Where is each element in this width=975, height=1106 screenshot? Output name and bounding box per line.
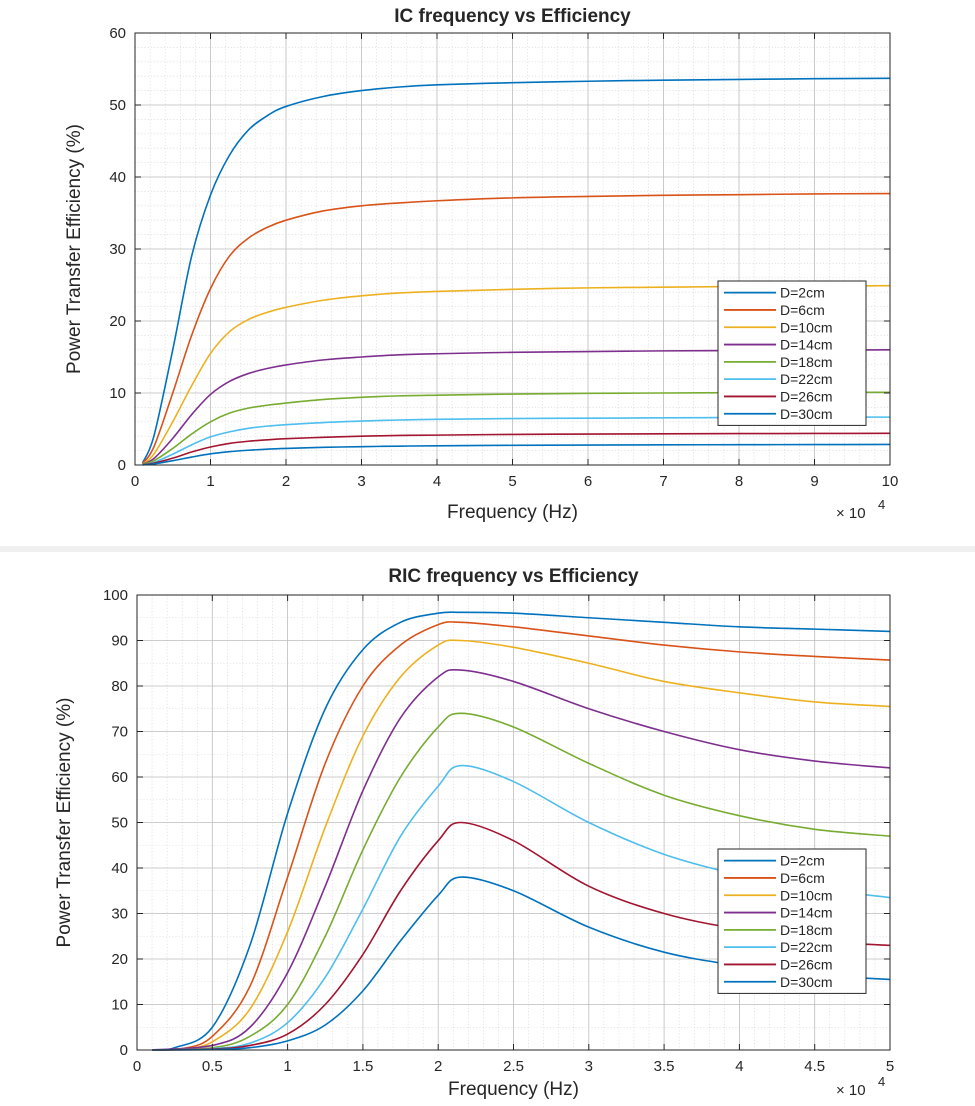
- x-tick-label: 2.5: [503, 1058, 524, 1075]
- x-tick-label: 2: [434, 1058, 442, 1075]
- legend-box: [717, 848, 867, 994]
- y-tick-label: 20: [111, 951, 128, 968]
- legend-label: D=30cm: [780, 406, 833, 422]
- x-tick-label: 5: [886, 1058, 894, 1075]
- x-tick-label: 7: [659, 473, 667, 490]
- legend-label: D=22cm: [780, 939, 833, 955]
- y-tick-label: 100: [103, 587, 128, 604]
- x-tick-label: 9: [810, 473, 818, 490]
- x-tick-label: 3: [357, 473, 365, 490]
- legend-label: D=18cm: [780, 354, 833, 370]
- x-axis-label: Frequency (Hz): [448, 1079, 579, 1100]
- y-tick-label: 50: [111, 815, 128, 832]
- y-tick-label: 50: [109, 97, 126, 114]
- y-axis-label: Power Transfer Efficiency (%): [64, 124, 85, 374]
- x-tick-label: 1.5: [352, 1058, 373, 1075]
- x-tick-label: 5: [508, 473, 516, 490]
- x-tick-label: 4.5: [804, 1058, 825, 1075]
- legend-label: D=30cm: [780, 974, 833, 990]
- x-tick-label: 2: [282, 473, 290, 490]
- series-line-d-6cm: [152, 621, 891, 1051]
- ic-chart-panel: 0 1 2 3 4 5 6 7 8 9 10 0 10 20 30 40 50 60 IC frequency vs…: [0, 0, 975, 545]
- legend-label: D=2cm: [780, 285, 825, 301]
- x-tick-label: 0.5: [202, 1058, 223, 1075]
- y-tick-label: 30: [109, 241, 126, 258]
- chart-title: IC frequency vs Efficiency: [394, 6, 631, 27]
- ic-efficiency-chart: 0 1 2 3 4 5 6 7 8 9 10 0 10 20 30 40 50 60 IC frequency vs…: [64, 6, 899, 523]
- x-tick-label: 6: [584, 473, 592, 490]
- series-line-d-18cm: [152, 712, 891, 1051]
- legend-label: D=6cm: [780, 870, 825, 886]
- legend-label: D=6cm: [780, 302, 825, 318]
- y-tick-label: 40: [109, 169, 126, 186]
- series-line-d-10cm: [152, 639, 891, 1051]
- chart-title: RIC frequency vs Efficiency: [388, 566, 639, 587]
- y-tick-label: 90: [111, 633, 128, 650]
- legend-label: D=2cm: [780, 853, 825, 869]
- series-lines: [141, 77, 891, 466]
- series-line-d-14cm: [142, 349, 891, 466]
- x-tick-label: 3: [585, 1058, 593, 1075]
- legend-label: D=18cm: [780, 922, 833, 938]
- series-line-d-30cm: [142, 443, 891, 466]
- x-tick-label: 0: [133, 1058, 141, 1075]
- x-axis-multiplier: × 10: [836, 1082, 866, 1099]
- series-line-d-6cm: [141, 192, 891, 465]
- axes-box: [134, 32, 891, 466]
- y-tick-label: 0: [118, 457, 126, 474]
- legend-label: D=10cm: [780, 887, 833, 903]
- legend-label: D=26cm: [780, 956, 833, 972]
- legend-label: D=14cm: [780, 905, 833, 921]
- x-axis-multiplier-exponent: 4: [878, 1074, 885, 1089]
- ric-chart-panel: 0 0.5 1 1.5 2 2.5 3 3.5 4 4.5 5 0 10 20 30 40 50 60 70 80 90…: [0, 553, 975, 1106]
- x-tick-label: 4: [735, 1058, 743, 1075]
- series-line-d-2cm: [151, 611, 891, 1051]
- legend-box: [717, 280, 867, 426]
- series-line-d-10cm: [142, 284, 891, 465]
- minor-grid: [135, 33, 890, 465]
- y-tick-label: 30: [111, 906, 128, 923]
- x-tick-label: 10: [882, 473, 899, 490]
- x-tick-label: 1: [206, 473, 214, 490]
- series-line-d-2cm: [141, 77, 891, 464]
- series-line-d-18cm: [142, 391, 891, 466]
- x-axis-multiplier-exponent: 4: [878, 497, 885, 512]
- axes-box: [136, 594, 891, 1051]
- x-tick-label: 3.5: [654, 1058, 675, 1075]
- legend-label: D=26cm: [780, 388, 833, 404]
- y-tick-label: 20: [109, 313, 126, 330]
- series-line-d-22cm: [142, 416, 891, 466]
- x-tick-label: 8: [735, 473, 743, 490]
- y-axis-label: Power Transfer Efficiency (%): [54, 698, 75, 948]
- y-tick-label: 10: [111, 997, 128, 1014]
- y-tick-label: 0: [120, 1042, 128, 1059]
- y-tick-label: 80: [111, 678, 128, 695]
- x-tick-label: 0: [131, 473, 139, 490]
- y-tick-label: 10: [109, 385, 126, 402]
- series-line-d-14cm: [151, 668, 891, 1051]
- y-tick-label: 60: [111, 769, 128, 786]
- legend-label: D=10cm: [780, 319, 833, 335]
- legend-label: D=14cm: [780, 337, 833, 353]
- panel-divider: [0, 546, 975, 552]
- x-axis-multiplier: × 10: [836, 505, 866, 522]
- ric-efficiency-chart: 0 0.5 1 1.5 2 2.5 3 3.5 4 4.5 50102030405060708090…: [54, 566, 894, 1100]
- y-tick-label: 70: [111, 724, 128, 741]
- y-tick-label: 40: [111, 860, 128, 877]
- legend-label: D=22cm: [780, 371, 833, 387]
- y-tick-label: 60: [109, 25, 126, 42]
- x-tick-label: 1: [283, 1058, 291, 1075]
- series-line-d-26cm: [142, 432, 891, 466]
- x-tick-label: 4: [433, 473, 441, 490]
- x-axis-label: Frequency (Hz): [447, 502, 578, 523]
